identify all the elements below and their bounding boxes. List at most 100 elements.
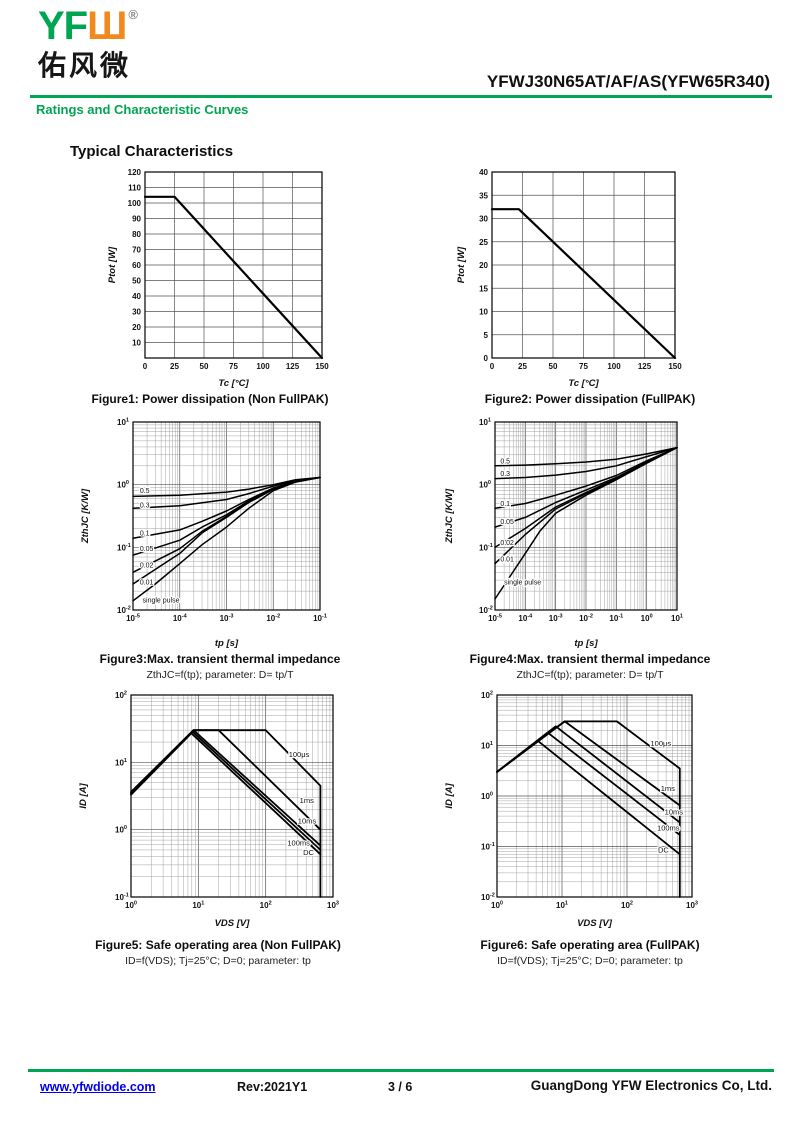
svg-text:30: 30 bbox=[479, 215, 488, 224]
svg-text:150: 150 bbox=[668, 362, 682, 371]
svg-text:1ms: 1ms bbox=[300, 796, 314, 805]
svg-text:0.3: 0.3 bbox=[500, 471, 510, 478]
figure6-caption: Figure6: Safe operating area (FullPAK) bbox=[480, 938, 700, 952]
svg-text:100: 100 bbox=[115, 825, 127, 835]
svg-text:20: 20 bbox=[132, 323, 141, 332]
svg-text:102: 102 bbox=[481, 691, 493, 701]
figure5-soa-chart: 100 101 102 103 10-1 100 101 102 VDS [V] ID [A] 10… bbox=[68, 685, 368, 930]
figure6-soa-chart: 100 101 102 103 10-2 10-1 100 101 102 VDS [V] ID [… bbox=[440, 685, 740, 930]
svg-text:30: 30 bbox=[132, 308, 141, 317]
svg-text:101: 101 bbox=[671, 614, 683, 624]
svg-text:50: 50 bbox=[132, 277, 141, 286]
svg-text:single pulse: single pulse bbox=[504, 579, 541, 586]
svg-text:Tc [°C]: Tc [°C] bbox=[218, 378, 249, 389]
svg-text:0: 0 bbox=[143, 362, 148, 371]
svg-text:10-1: 10-1 bbox=[313, 614, 327, 624]
svg-text:0.01: 0.01 bbox=[140, 579, 154, 586]
svg-text:10-1: 10-1 bbox=[117, 543, 131, 553]
svg-text:10-4: 10-4 bbox=[173, 614, 188, 624]
logo-chinese-name: 佑风微 bbox=[38, 50, 132, 81]
section-title: Ratings and Characteristic Curves bbox=[36, 102, 249, 117]
figure-5: 100 101 102 103 10-1 100 101 102 VDS [V] ID [A] 10… bbox=[68, 685, 368, 968]
figure2-power-dissipation-chart: 0 25 50 75 100 125 150 0 5 10 15 20 25 30 35 40 Tc [°C] P… bbox=[440, 160, 740, 390]
company-logo: YFШ ® 佑风微 bbox=[38, 6, 138, 81]
svg-text:ID [A]: ID [A] bbox=[78, 783, 89, 809]
svg-text:0.02: 0.02 bbox=[500, 540, 514, 547]
svg-text:60: 60 bbox=[132, 261, 141, 270]
svg-text:10: 10 bbox=[132, 339, 141, 348]
svg-text:102: 102 bbox=[260, 901, 272, 911]
svg-text:10-2: 10-2 bbox=[579, 614, 593, 624]
part-number-title: YFWJ30N65AT/AF/AS(YFW65R340) bbox=[486, 72, 770, 91]
svg-text:100ms: 100ms bbox=[657, 824, 680, 833]
svg-text:35: 35 bbox=[479, 191, 488, 200]
figure5-caption: Figure5: Safe operating area (Non FullPA… bbox=[95, 938, 341, 952]
svg-text:90: 90 bbox=[132, 215, 141, 224]
svg-text:101: 101 bbox=[479, 418, 491, 428]
figure6-subtitle: ID=f(VDS); Tj=25°C; D=0; parameter: tp bbox=[497, 955, 683, 967]
svg-text:DC: DC bbox=[303, 848, 314, 857]
svg-text:10-1: 10-1 bbox=[609, 614, 623, 624]
svg-text:125: 125 bbox=[286, 362, 300, 371]
svg-text:25: 25 bbox=[518, 362, 527, 371]
svg-text:10-3: 10-3 bbox=[220, 614, 234, 624]
figure-3: 10-5 10-4 10-3 10-2 10-1 10-2 10-1 100 101 tp [s]… bbox=[70, 412, 370, 682]
svg-text:0.01: 0.01 bbox=[500, 557, 514, 564]
svg-text:10-1: 10-1 bbox=[481, 842, 495, 852]
svg-text:70: 70 bbox=[132, 246, 141, 255]
svg-text:150: 150 bbox=[315, 362, 329, 371]
svg-text:0.05: 0.05 bbox=[140, 546, 154, 553]
svg-text:100: 100 bbox=[481, 792, 493, 802]
svg-text:Ptot [W]: Ptot [W] bbox=[456, 246, 467, 283]
figure2-caption: Figure2: Power dissipation (FullPAK) bbox=[484, 392, 696, 406]
svg-text:15: 15 bbox=[479, 284, 488, 293]
page-heading: Typical Characteristics bbox=[70, 143, 234, 160]
svg-text:101: 101 bbox=[192, 901, 204, 911]
svg-text:Tc [°C]: Tc [°C] bbox=[568, 378, 599, 389]
figure-6: 100 101 102 103 10-2 10-1 100 101 102 VDS [V] ID [… bbox=[440, 685, 740, 968]
svg-text:120: 120 bbox=[128, 168, 142, 177]
svg-text:100: 100 bbox=[117, 480, 129, 490]
svg-text:100: 100 bbox=[128, 199, 142, 208]
svg-text:10-1: 10-1 bbox=[479, 543, 493, 553]
svg-text:0: 0 bbox=[490, 362, 495, 371]
svg-text:VDS [V]: VDS [V] bbox=[577, 918, 613, 929]
svg-text:101: 101 bbox=[481, 741, 493, 751]
svg-text:single pulse: single pulse bbox=[143, 597, 180, 604]
svg-text:100: 100 bbox=[125, 901, 137, 911]
svg-text:100: 100 bbox=[641, 614, 653, 624]
svg-text:10-1: 10-1 bbox=[115, 893, 129, 903]
svg-text:100: 100 bbox=[256, 362, 270, 371]
svg-text:tp [s]: tp [s] bbox=[574, 638, 598, 649]
svg-text:110: 110 bbox=[128, 184, 141, 193]
svg-text:103: 103 bbox=[327, 901, 339, 911]
svg-text:10-2: 10-2 bbox=[117, 606, 131, 616]
svg-text:10-3: 10-3 bbox=[549, 614, 563, 624]
svg-text:101: 101 bbox=[556, 901, 568, 911]
svg-text:10-5: 10-5 bbox=[126, 614, 140, 624]
figure5-subtitle: ID=f(VDS); Tj=25°C; D=0; parameter: tp bbox=[125, 955, 311, 967]
header-divider bbox=[30, 95, 772, 98]
figure1-caption: Figure1: Power dissipation (Non FullPAK) bbox=[91, 392, 329, 406]
svg-text:50: 50 bbox=[549, 362, 558, 371]
svg-text:100ms: 100ms bbox=[287, 839, 310, 848]
figure3-thermal-impedance-chart: 10-5 10-4 10-3 10-2 10-1 10-2 10-1 100 101 tp [s]… bbox=[70, 412, 370, 650]
website-link[interactable]: www.yfwdiode.com bbox=[40, 1080, 156, 1094]
svg-text:25: 25 bbox=[479, 238, 488, 247]
footer-divider bbox=[28, 1069, 774, 1072]
svg-text:102: 102 bbox=[115, 691, 127, 701]
svg-text:100: 100 bbox=[479, 480, 491, 490]
svg-text:10ms: 10ms bbox=[298, 816, 317, 825]
svg-text:ZthJC [K/W]: ZthJC [K/W] bbox=[444, 488, 455, 544]
svg-text:10-2: 10-2 bbox=[481, 893, 495, 903]
svg-text:125: 125 bbox=[638, 362, 652, 371]
logo-wordmark: YFШ ® bbox=[38, 6, 138, 46]
svg-text:50: 50 bbox=[200, 362, 209, 371]
svg-text:100: 100 bbox=[491, 901, 503, 911]
svg-text:0.5: 0.5 bbox=[140, 488, 150, 495]
svg-text:10-2: 10-2 bbox=[266, 614, 280, 624]
svg-text:0.3: 0.3 bbox=[140, 503, 150, 510]
svg-text:100μs: 100μs bbox=[289, 750, 310, 759]
svg-text:101: 101 bbox=[115, 758, 127, 768]
